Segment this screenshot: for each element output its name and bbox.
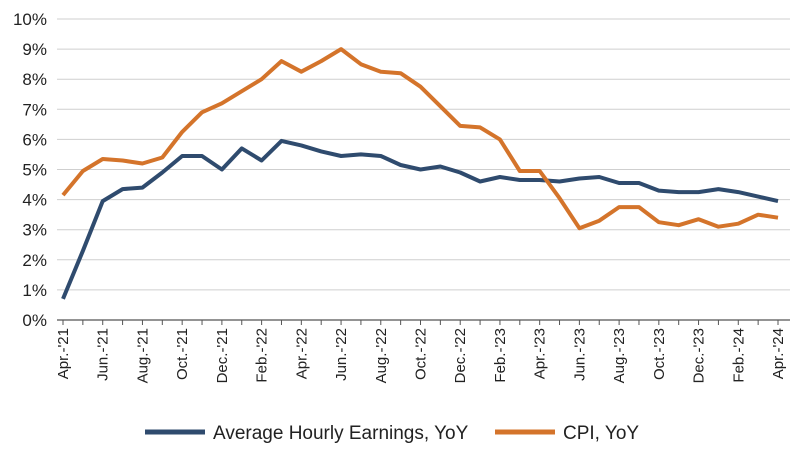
x-tick-label: Feb.-'23 <box>492 328 509 383</box>
legend-label-1: CPI, YoY <box>563 423 639 444</box>
x-tick-label: Dec.-'23 <box>691 328 708 383</box>
x-tick-label: Oct.-'22 <box>413 328 430 380</box>
x-tick-label: Jun.-'21 <box>95 328 112 381</box>
y-tick-label: 8% <box>22 70 47 89</box>
series-lines <box>61 47 779 300</box>
x-tick-label: Jun.-'22 <box>333 328 350 381</box>
x-tick-label: Jun.-'23 <box>571 328 588 381</box>
y-tick-label: 4% <box>22 191 47 210</box>
y-tick-label: 2% <box>22 251 47 270</box>
y-tick-label: 5% <box>22 161 47 180</box>
legend-label-0: Average Hourly Earnings, YoY <box>213 423 469 444</box>
x-tick-label: Apr.-'22 <box>293 328 310 379</box>
x-tick-label: Aug.-'22 <box>373 328 390 383</box>
x-ticks <box>62 320 779 325</box>
x-tick-label: Oct.-'21 <box>174 328 191 380</box>
y-tick-label: 1% <box>22 281 47 300</box>
y-tick-label: 6% <box>22 130 47 149</box>
x-tick-label: Oct.-'23 <box>651 328 668 380</box>
x-tick-label: Feb.-'22 <box>254 328 271 383</box>
x-tick-label: Aug.-'21 <box>134 328 151 383</box>
x-tick-label: Apr.-'21 <box>55 328 72 379</box>
x-tick-label: Feb.-'24 <box>730 328 747 383</box>
y-tick-labels: 0% 1% 2% 3% 4% 5% 6% 7% 8% 9% 10% <box>13 10 47 330</box>
x-tick-label: Apr.-'24 <box>770 328 787 379</box>
y-tick-label: 9% <box>22 40 47 59</box>
x-tick-labels: Apr.-'21 Jun.-'21 Aug.-'21 Oct.-'21 Dec.-'21… <box>55 328 787 383</box>
series-line-0 <box>61 138 779 300</box>
y-tick-label: 10% <box>13 10 47 29</box>
x-tick-label: Dec.-'21 <box>214 328 231 383</box>
x-tick-label: Aug.-'23 <box>611 328 628 383</box>
x-tick-label: Dec.-'22 <box>452 328 469 383</box>
x-tick-label: Apr.-'23 <box>532 328 549 379</box>
series-line-1 <box>61 47 779 231</box>
y-tick-label: 3% <box>22 221 47 240</box>
y-tick-label: 7% <box>22 100 47 119</box>
y-tick-label: 0% <box>22 311 47 330</box>
legend: Average Hourly Earnings, YoY CPI, YoY <box>145 423 639 444</box>
